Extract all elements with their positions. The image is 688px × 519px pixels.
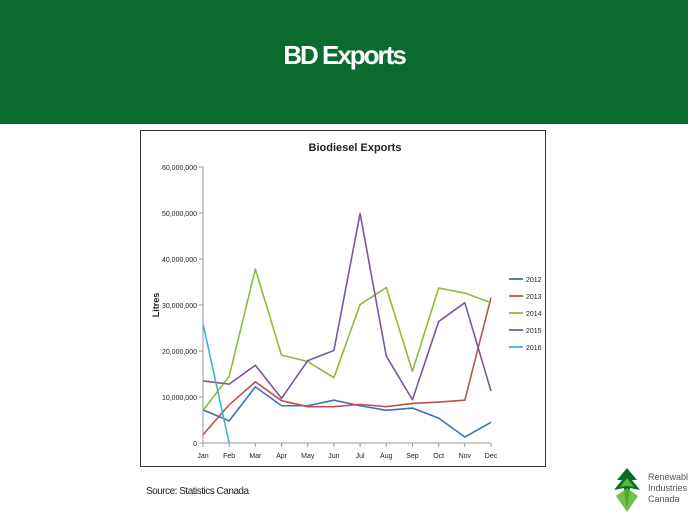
x-tick-label: Mar — [249, 453, 262, 460]
x-tick-label: Dec — [485, 453, 498, 460]
company-logo: Renewable Industries Canada — [610, 466, 688, 514]
x-tick-label: Jul — [356, 453, 365, 460]
legend-label-2016: 2016 — [526, 345, 542, 352]
source-note: Source: Statistics Canada — [146, 486, 249, 497]
logo-text: Renewable Industries Canada — [648, 472, 688, 505]
x-tick-label: Aug — [380, 453, 393, 460]
title-banner: BD Exports — [0, 0, 688, 124]
logo-line-2: Industries — [648, 483, 688, 493]
y-tick-label: 20,000,000 — [162, 349, 197, 356]
logo-line-3: Canada — [648, 494, 680, 504]
x-tick-label: Jan — [197, 453, 208, 460]
x-tick-label: Sep — [406, 453, 419, 460]
x-tick-label: Jun — [328, 453, 339, 460]
series-line-2014 — [202, 268, 492, 411]
y-tick-label: 40,000,000 — [162, 257, 197, 264]
series-line-2015 — [202, 212, 492, 401]
legend-label-2014: 2014 — [526, 311, 542, 318]
x-tick-label: Nov — [459, 453, 472, 460]
slide-title: BD Exports — [283, 40, 407, 70]
y-tick-label: 50,000,000 — [162, 211, 197, 218]
logo-line-1: Renewable — [648, 472, 688, 482]
series-line-2013 — [202, 297, 492, 436]
legend-label-2015: 2015 — [526, 328, 542, 335]
x-tick-label: May — [301, 453, 315, 460]
x-tick-label: Apr — [276, 453, 288, 460]
biodiesel-exports-chart: Biodiesel Exports Litres 0 10,000,000 20,000… — [151, 142, 542, 460]
chart-container: Biodiesel Exports Litres 0 10,000,000 20,000… — [140, 130, 546, 467]
y-tick-label: 0 — [193, 441, 197, 448]
x-tick-label: Oct — [433, 453, 444, 460]
y-tick-label: 10,000,000 — [162, 395, 197, 402]
y-tick-label: 60,000,000 — [162, 165, 197, 172]
series-line-2016 — [202, 323, 230, 444]
series-line-2012 — [202, 386, 492, 438]
chart-title: Biodiesel Exports — [309, 142, 402, 154]
y-axis-label: Litres — [151, 293, 161, 318]
legend-label-2013: 2013 — [526, 294, 542, 301]
x-tick-label: Feb — [223, 453, 235, 460]
y-tick-label: 30,000,000 — [162, 303, 197, 310]
maple-leaf-logo-icon — [614, 468, 640, 512]
legend-label-2012: 2012 — [526, 277, 542, 284]
